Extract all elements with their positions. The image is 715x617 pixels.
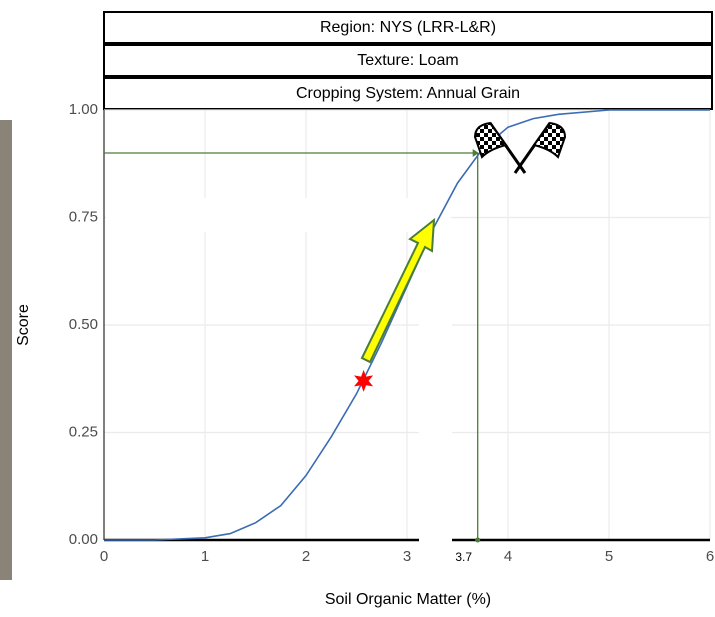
guide-arrowhead xyxy=(472,149,479,157)
strip xyxy=(103,44,713,77)
strip-label: Texture: Loam xyxy=(357,52,458,69)
flags-icon xyxy=(473,121,567,174)
series-line xyxy=(104,109,710,541)
x-tick-label: 4 xyxy=(504,548,512,565)
current-marker xyxy=(354,369,374,392)
plot-area: Region: NYS (LRR-L&R) Texture: Loam Croppi… xyxy=(69,11,714,565)
x-tick-label: 3 xyxy=(403,548,411,565)
white-patch xyxy=(106,198,451,232)
progress-arrow xyxy=(360,217,436,364)
strip xyxy=(103,11,713,44)
annotation-label: 3.7 xyxy=(455,550,472,564)
y-axis-label: Score xyxy=(15,304,32,346)
guide-end xyxy=(475,537,481,543)
y-tick-label: 0.50 xyxy=(69,316,98,333)
strip-label: Region: NYS (LRR-L&R) xyxy=(320,19,496,36)
y-tick-label: 0.25 xyxy=(69,423,98,440)
x-axis-label: Soil Organic Matter (%) xyxy=(325,591,491,608)
x-tick-label: 5 xyxy=(605,548,613,565)
x-tick-label: 0 xyxy=(100,548,108,565)
x-tick-label: 6 xyxy=(706,548,714,565)
y-tick-label: 1.00 xyxy=(69,101,98,118)
background-photo-edge xyxy=(0,120,12,580)
y-tick-label: 0.00 xyxy=(69,531,98,548)
strip-label: Cropping System: Annual Grain xyxy=(296,85,520,102)
x-tick-label: 1 xyxy=(201,548,209,565)
strip xyxy=(103,77,713,110)
y-tick-label: 0.75 xyxy=(69,208,98,225)
x-tick-label: 2 xyxy=(302,548,310,565)
white-patch xyxy=(419,232,452,564)
